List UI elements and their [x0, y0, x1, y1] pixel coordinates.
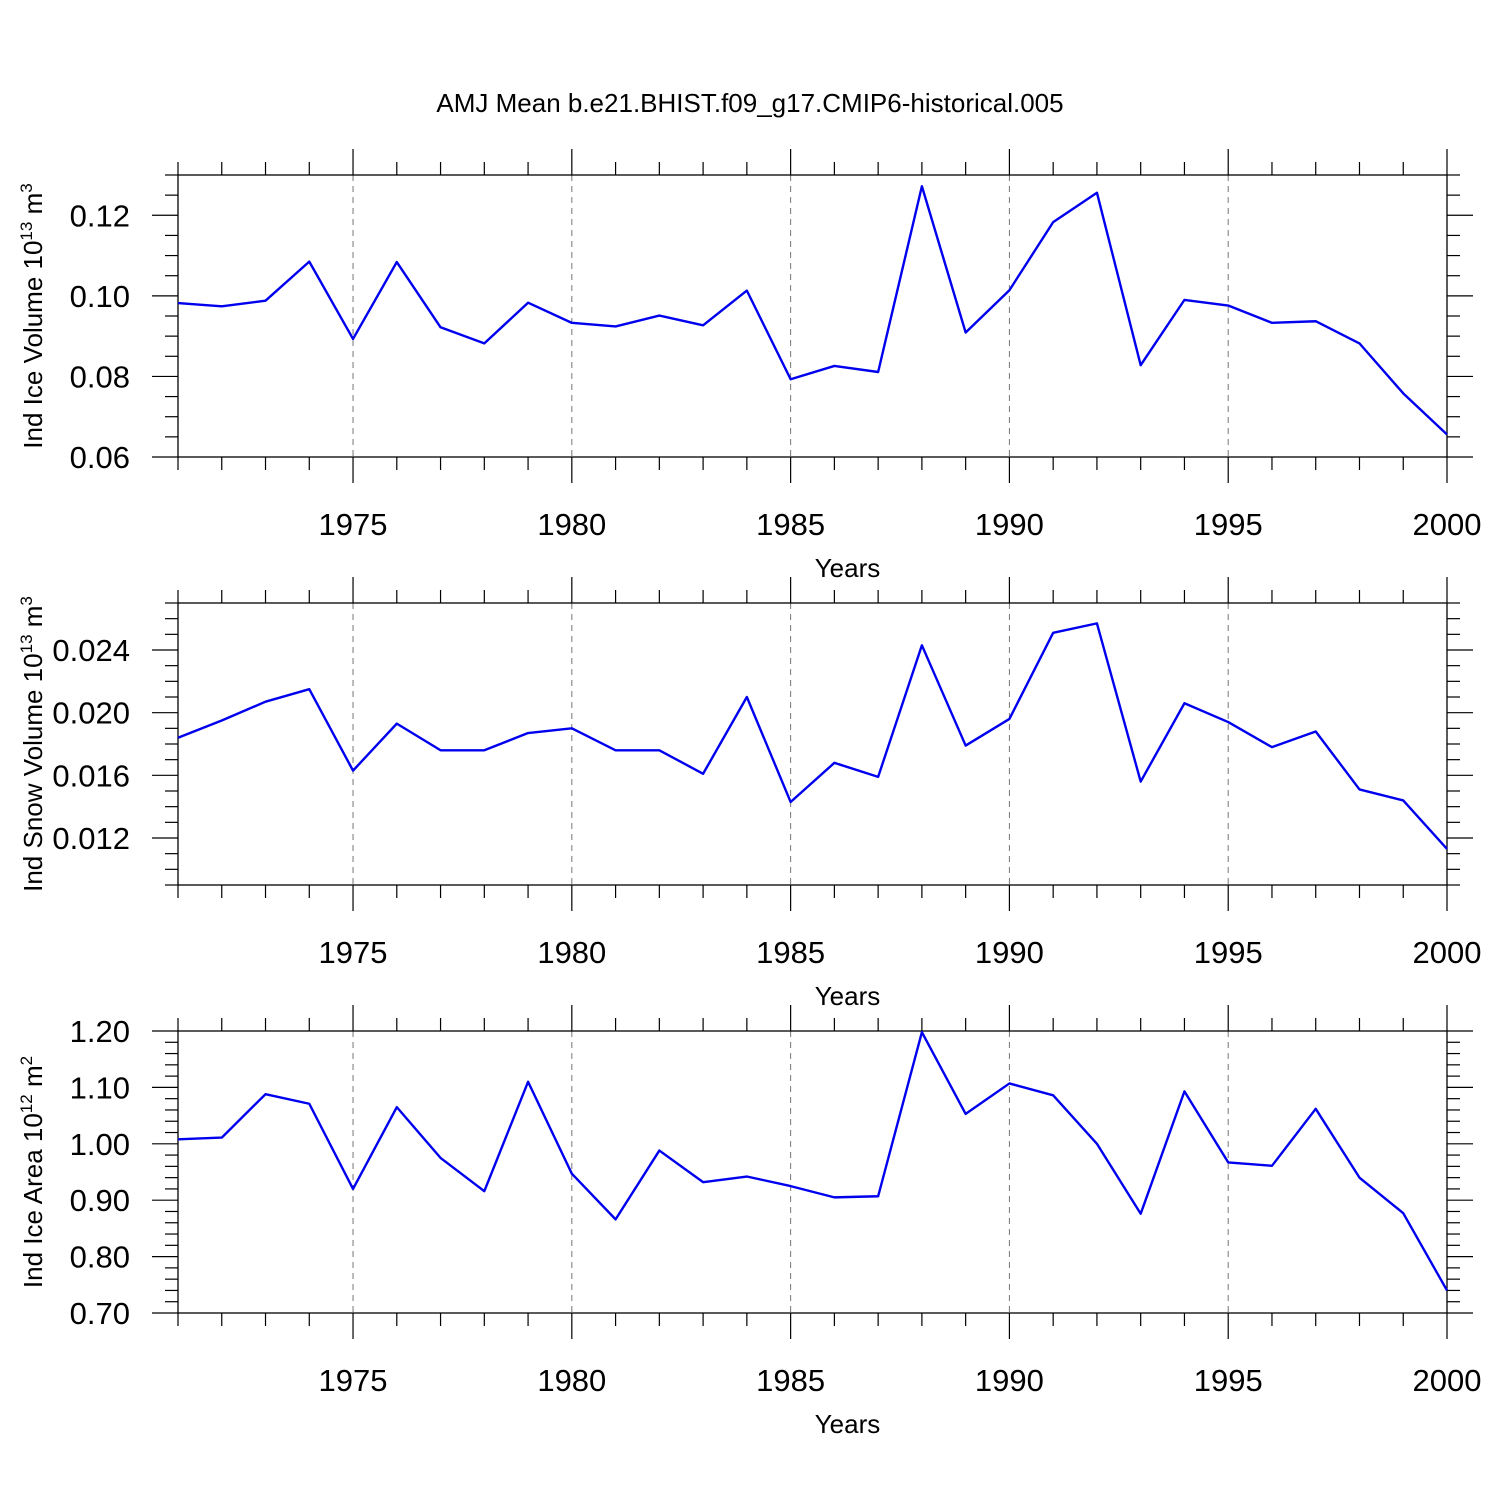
chart2-ytick-label-1: 0.80: [70, 1240, 130, 1275]
chart1-y-axis-title: Ind Snow Volume 1013 m3: [17, 596, 48, 892]
chart2-ytick-label-0: 0.70: [70, 1296, 130, 1331]
chart2-series-line: [177, 1030, 1449, 1292]
chart0-xtick-label-1985: 1985: [756, 507, 825, 542]
panel-ice-area: 1975 1980 1985 1990 1995 2000 Years 0.70 0.80 0.9…: [17, 1005, 1481, 1439]
chart1-ytick-label-3: 0.024: [52, 633, 130, 668]
chart0-series-line: [177, 185, 1448, 436]
chart2-plot-frame: [177, 1030, 1448, 1314]
chart1-y-axis-title-unit: m: [18, 606, 48, 635]
chart1-xtick-label-1975: 1975: [319, 935, 388, 970]
chart2-xtick-label-1985: 1985: [756, 1363, 825, 1398]
chart0-y-axis-title-exp: 13: [17, 222, 36, 241]
chart0-xtick-label-1975: 1975: [319, 507, 388, 542]
chart0-y-axis-title: Ind Ice Volume 1013 m3: [17, 183, 48, 448]
chart2-ytick-label-3: 1.00: [70, 1127, 130, 1162]
chart0-x-axis-title: Years: [815, 553, 881, 583]
chart2-xtick-label-1980: 1980: [537, 1363, 606, 1398]
chart0-y-axis-title-text: Ind Ice Volume 10: [18, 241, 48, 449]
chart0-ytick-label-0: 0.06: [70, 440, 130, 475]
chart0-y-axis-title-unit-exp: 3: [17, 183, 36, 192]
chart2-y-axis-title-exp: 12: [17, 1094, 36, 1113]
chart1-xtick-label-1990: 1990: [975, 935, 1044, 970]
chart1-plot-frame: [177, 602, 1448, 886]
chart2-ytick-label-5: 1.20: [70, 1014, 130, 1049]
chart2-xtick-label-1995: 1995: [1194, 1363, 1263, 1398]
chart1-xtick-label-1995: 1995: [1194, 935, 1263, 970]
chart1-x-axis-title: Years: [815, 981, 881, 1011]
chart0-ytick-label-1: 0.08: [70, 359, 130, 394]
chart1-series-line: [177, 622, 1448, 850]
chart2-y-axis-title: Ind Ice Area 1012 m2: [17, 1056, 48, 1288]
chart1-y-axis-title-unit-exp: 3: [17, 596, 36, 605]
chart0-xtick-label-1980: 1980: [537, 507, 606, 542]
chart2-y-axis-title-text: Ind Ice Area 10: [18, 1113, 48, 1288]
chart1-ytick-label-1: 0.016: [52, 758, 130, 793]
chart2-x-axis-title: Years: [815, 1409, 881, 1439]
chart1-xtick-label-1980: 1980: [537, 935, 606, 970]
chart0-xtick-label-1990: 1990: [975, 507, 1044, 542]
chart2-ytick-label-4: 1.10: [70, 1070, 130, 1105]
chart2-y-axis-title-unit-exp: 2: [17, 1056, 36, 1065]
chart0-xtick-label-2000: 2000: [1413, 507, 1482, 542]
chart2-ytick-label-2: 0.90: [70, 1183, 130, 1218]
panel-snow-volume: 1975 1980 1985 1990 1995 2000 Years 0.012 0.016 0…: [17, 577, 1481, 1011]
chart0-xtick-label-1995: 1995: [1194, 507, 1263, 542]
chart1-xtick-label-2000: 2000: [1413, 935, 1482, 970]
chart2-y-axis-title-unit: m: [18, 1065, 48, 1094]
chart0-y-axis-title-unit: m: [18, 193, 48, 222]
chart1-xtick-label-1985: 1985: [756, 935, 825, 970]
chart1-y-axis-title-exp: 13: [17, 634, 36, 653]
chart0-ytick-label-3: 0.12: [70, 198, 130, 233]
chart1-ytick-label-2: 0.020: [52, 696, 130, 731]
chart1-y-axis-title-text: Ind Snow Volume 10: [18, 653, 48, 892]
chart1-ytick-label-0: 0.012: [52, 821, 130, 856]
chart2-xtick-label-1975: 1975: [319, 1363, 388, 1398]
chart0-ytick-label-2: 0.10: [70, 279, 130, 314]
figure-title: AMJ Mean b.e21.BHIST.f09_g17.CMIP6-histo…: [436, 88, 1063, 118]
chart2-xtick-label-2000: 2000: [1413, 1363, 1482, 1398]
panel-ice-volume: 1975 1980 1985 1990 1995 2000 Years 0.06 0.08 0.1…: [17, 149, 1481, 583]
chart2-xtick-label-1990: 1990: [975, 1363, 1044, 1398]
